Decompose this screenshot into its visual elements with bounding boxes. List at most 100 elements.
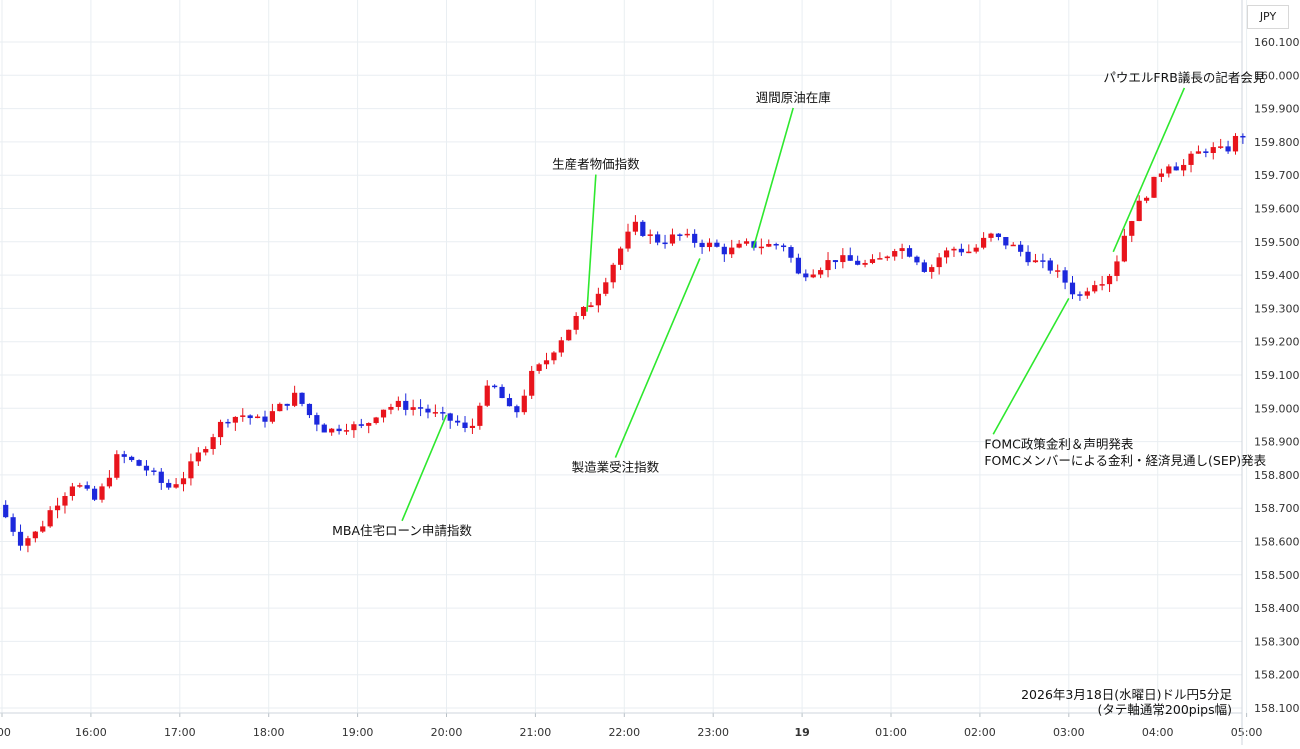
- candle-up: [1114, 261, 1120, 276]
- candle-down: [262, 416, 268, 422]
- candle-up: [603, 282, 609, 294]
- candle-up: [188, 461, 194, 479]
- candle-up: [684, 233, 690, 236]
- y-tick-label: 159.200: [1254, 336, 1300, 349]
- candle-down: [1018, 244, 1024, 252]
- candle-down: [92, 488, 98, 500]
- candle-down: [129, 456, 135, 461]
- candle-up: [366, 423, 372, 426]
- candle-up: [766, 243, 772, 247]
- candle-up: [1151, 176, 1157, 198]
- y-tick-label: 158.600: [1254, 536, 1300, 549]
- candle-up: [277, 403, 283, 412]
- candle-down: [321, 424, 327, 433]
- candle-up: [825, 260, 831, 271]
- candle-up: [1055, 270, 1061, 272]
- candle-up: [1218, 146, 1224, 148]
- candle-down: [492, 385, 498, 388]
- candle-up: [1106, 275, 1113, 285]
- candle-up: [292, 392, 298, 406]
- candle-up: [484, 385, 490, 406]
- candle-down: [440, 412, 446, 414]
- candle-down: [780, 245, 787, 248]
- candle-up: [203, 449, 209, 453]
- y-tick-label: 158.400: [1254, 602, 1300, 615]
- candle-up: [588, 305, 594, 307]
- candle-down: [299, 392, 305, 404]
- candle-up: [1210, 147, 1216, 153]
- y-tick-label: 159.800: [1254, 136, 1300, 149]
- y-tick-label: 160.100: [1254, 36, 1300, 49]
- candle-up: [580, 306, 587, 316]
- candle-down: [506, 398, 513, 407]
- candle-up: [758, 246, 764, 249]
- annotation-label: 製造業受注指数: [572, 460, 660, 475]
- candle-down: [788, 247, 794, 258]
- candle-up: [743, 241, 750, 244]
- candle-down: [84, 485, 90, 489]
- candle-down: [714, 242, 720, 247]
- candle-up: [877, 258, 883, 260]
- candle-up: [54, 505, 61, 511]
- candle-down: [640, 221, 646, 236]
- candle-up: [106, 477, 113, 487]
- candle-up: [632, 221, 639, 232]
- candle-up: [1195, 151, 1202, 154]
- candle-down: [1025, 251, 1031, 263]
- candle-down: [284, 403, 290, 406]
- candle-down: [721, 246, 727, 255]
- x-tick-label: 21:00: [520, 726, 552, 739]
- y-tick-label: 159.900: [1254, 103, 1300, 116]
- candle-up: [1010, 244, 1016, 247]
- candle-down: [151, 470, 157, 472]
- candle-up: [951, 248, 957, 251]
- candle-down: [403, 400, 409, 410]
- candle-up: [410, 407, 416, 410]
- candle-up: [380, 409, 387, 418]
- candle-up: [892, 251, 898, 257]
- y-tick-label: 158.500: [1254, 569, 1300, 582]
- candle-up: [62, 496, 68, 506]
- candle-up: [1099, 284, 1105, 286]
- candle-up: [543, 360, 550, 365]
- currency-badge[interactable]: JPY: [1247, 5, 1289, 29]
- y-tick-label: 158.200: [1254, 669, 1300, 682]
- candle-up: [818, 270, 824, 275]
- candle-up: [573, 315, 579, 330]
- y-tick-label: 159.600: [1254, 203, 1300, 216]
- candle-up: [269, 411, 276, 422]
- candle-down: [306, 403, 313, 416]
- x-tick-label: 03:00: [1053, 726, 1085, 739]
- x-tick-label: 01:00: [875, 726, 907, 739]
- candle-up: [373, 417, 379, 424]
- candle-up: [810, 274, 816, 278]
- candle-up: [736, 243, 742, 248]
- candle-up: [973, 247, 979, 252]
- candle-up: [566, 329, 572, 341]
- candle-down: [425, 408, 431, 413]
- candle-up: [240, 415, 246, 417]
- x-tick-label: 02:00: [964, 726, 996, 739]
- x-tick-label: 05:00: [1231, 726, 1263, 739]
- candle-up: [1121, 235, 1127, 262]
- candle-up: [558, 340, 564, 353]
- candle-up: [943, 250, 950, 258]
- candle-down: [1040, 260, 1046, 262]
- candle-down: [136, 460, 142, 466]
- candle-down: [958, 248, 964, 253]
- candle-up: [469, 425, 476, 428]
- candle-down: [795, 257, 801, 274]
- candle-down: [499, 386, 505, 399]
- candle-up: [47, 510, 53, 527]
- candle-up: [988, 233, 994, 238]
- candle-up: [625, 231, 631, 249]
- annotation-label: FOMCメンバーによる金利・経済見通し(SEP)発表: [984, 453, 1266, 468]
- candle-down: [3, 504, 9, 518]
- candle-down: [143, 465, 150, 471]
- candle-up: [669, 234, 676, 244]
- candle-up: [25, 538, 31, 546]
- candle-down: [17, 531, 24, 546]
- candle-up: [1181, 164, 1187, 171]
- y-tick-label: 158.800: [1254, 469, 1300, 482]
